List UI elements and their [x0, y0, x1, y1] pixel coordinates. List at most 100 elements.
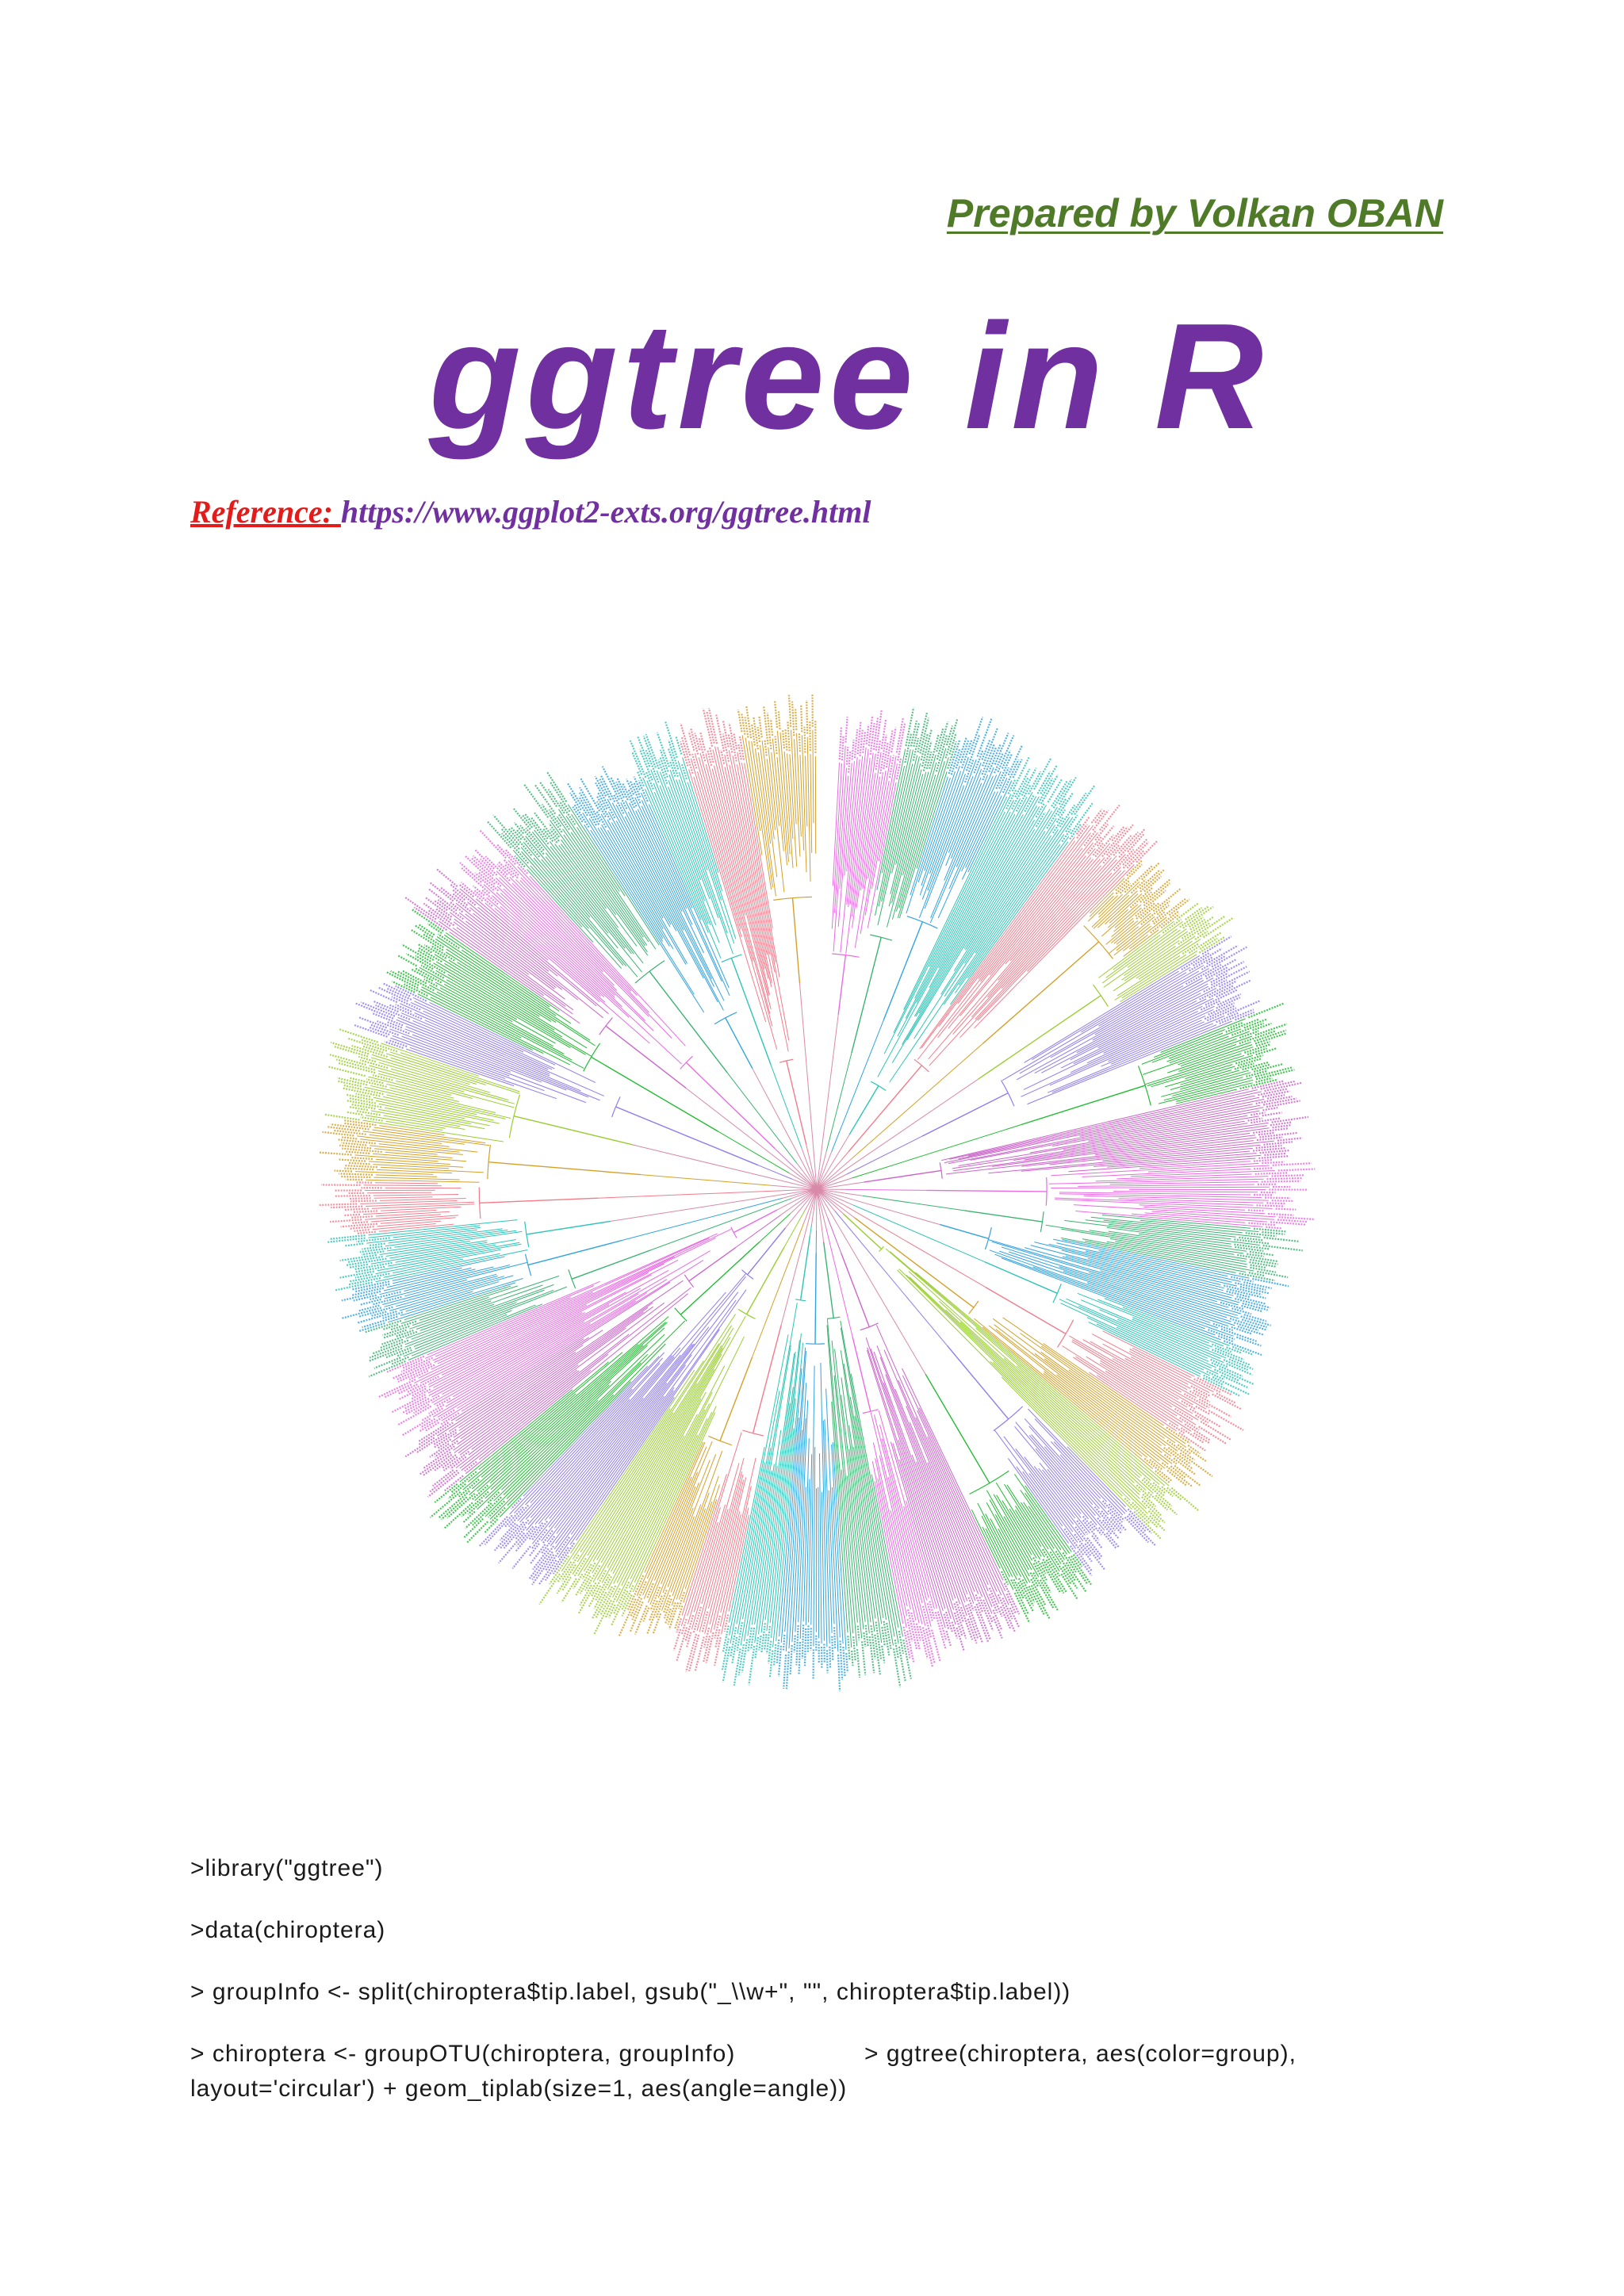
tree-tip-label — [1262, 1097, 1297, 1106]
tree-tip-label — [1184, 1423, 1212, 1441]
tree-tip-branch — [413, 1286, 567, 1347]
tree-tip-label — [460, 867, 491, 894]
tree-tip-label — [1062, 1552, 1077, 1573]
tree-tip-branch — [764, 1387, 794, 1621]
tree-tip-label — [446, 1493, 476, 1519]
tree-arc — [524, 1253, 532, 1276]
tree-tip-branch — [728, 1514, 749, 1612]
tree-tip-branch — [557, 809, 649, 943]
tree-tip-branch — [380, 1217, 456, 1224]
tree-root-link — [816, 1171, 843, 1190]
tree-tip-label — [1111, 825, 1126, 842]
tree-tip-label — [1208, 1410, 1244, 1431]
tree-tip-label — [1109, 1517, 1123, 1531]
tree-tip-branch — [1032, 970, 1179, 1061]
tree-branch — [842, 1078, 979, 1173]
tree-tip-branch — [534, 1272, 747, 1525]
tree-tip-label — [472, 855, 495, 877]
tree-tip-label — [391, 1356, 409, 1365]
tree-tip-label — [1065, 1562, 1087, 1593]
tree-tip-label — [1128, 1513, 1147, 1533]
tree-tip-label — [328, 1234, 366, 1240]
tree-tip-label — [1126, 859, 1143, 877]
tree-tip-branch — [693, 776, 742, 938]
tree-tip-branch — [989, 1499, 1029, 1571]
tree-tip-label — [1206, 1007, 1237, 1022]
tree-branch — [826, 1052, 852, 1151]
tree-tip-label — [672, 1628, 682, 1651]
tree-branch — [513, 1115, 634, 1146]
tree-tip-label — [513, 821, 524, 835]
tree-tip-branch — [362, 1131, 465, 1145]
tree-tip-branch — [445, 1293, 639, 1407]
tree-tip-label — [1185, 963, 1222, 985]
tree-tip-branch — [717, 746, 772, 988]
tree-tip-label — [497, 860, 515, 878]
tree-tip-label — [1239, 1272, 1276, 1282]
tree-tip-label — [1055, 809, 1067, 823]
tree-tip-branch — [411, 1289, 545, 1340]
tree-tip-branch — [897, 813, 1016, 1037]
tree-tip-label — [935, 734, 948, 772]
tree-tip-label — [579, 786, 601, 823]
tree-tip-label — [1216, 993, 1242, 1006]
tree-tip-label — [423, 943, 447, 959]
tree-tip-branch — [621, 1336, 745, 1586]
tree-root-link — [811, 1188, 818, 1225]
tree-tip-label — [386, 1355, 425, 1373]
tree-tip-branch — [872, 1442, 911, 1610]
tree-tip-label — [774, 736, 778, 755]
tree-tip-branch — [370, 1145, 463, 1155]
tree-tip-branch — [911, 1454, 966, 1603]
tree-tip-label — [480, 858, 498, 876]
tree-tip-branch — [698, 757, 773, 1027]
tree-tip-branch — [1055, 1197, 1254, 1206]
tree-tip-branch — [833, 767, 847, 952]
tree-tip-label — [348, 1077, 387, 1088]
tree-tip-branch — [754, 1353, 795, 1644]
tree-tip-label — [1060, 1573, 1078, 1600]
tree-tip-branch — [370, 1085, 511, 1119]
tree-tip-label — [688, 731, 695, 751]
tree-tip-label — [1012, 759, 1023, 779]
tree-tip-branch — [890, 1510, 917, 1621]
tree-tip-label — [1208, 984, 1235, 999]
tree-tip-branch — [975, 872, 1113, 1020]
tree-tip-label — [436, 868, 458, 887]
tree-tip-branch — [641, 800, 730, 997]
tree-tip-label — [416, 1432, 447, 1454]
tree-tip-label — [1266, 1094, 1285, 1100]
tree-tip-label — [1021, 1578, 1036, 1603]
tree-tip-label — [343, 1119, 377, 1127]
tree-tip-branch — [366, 1229, 477, 1244]
tree-tip-branch — [687, 1521, 718, 1624]
tree-tip-label — [413, 906, 448, 932]
tree-tip-label — [626, 1575, 645, 1610]
tree-arc — [862, 1409, 879, 1414]
tree-tip-label — [1278, 1216, 1315, 1220]
tree-tip-branch — [471, 1344, 639, 1490]
tree-tip-branch — [459, 1389, 573, 1483]
tree-tip-branch — [555, 1395, 665, 1544]
reference-url[interactable]: https://www.ggplot2-exts.org/ggtree.html — [340, 494, 871, 530]
tree-tip-label — [668, 760, 676, 777]
tree-tip-branch — [1132, 1347, 1192, 1378]
tree-tip-label — [841, 735, 845, 760]
tree-tip-label — [347, 1111, 363, 1116]
tree-tip-branch — [891, 771, 927, 903]
tree-tip-branch — [587, 1325, 732, 1556]
tree-tip-label — [438, 1490, 470, 1519]
tree-tip-branch — [1083, 1195, 1269, 1201]
tree-tip-label — [330, 1123, 370, 1131]
tree-tip-label — [528, 1522, 544, 1540]
tree-branch — [846, 1206, 986, 1288]
tree-tip-label — [1201, 936, 1232, 955]
tree-tip-branch — [1116, 955, 1181, 997]
tree-tip-branch — [373, 1177, 460, 1181]
tree-tip-label — [629, 740, 647, 779]
tree-tip-branch — [357, 1135, 450, 1147]
tree-tip-label — [1049, 1551, 1072, 1585]
tree-tip-branch — [416, 1284, 543, 1330]
tree-tip-branch — [967, 1091, 1262, 1157]
tree-tip-branch — [914, 811, 1011, 999]
